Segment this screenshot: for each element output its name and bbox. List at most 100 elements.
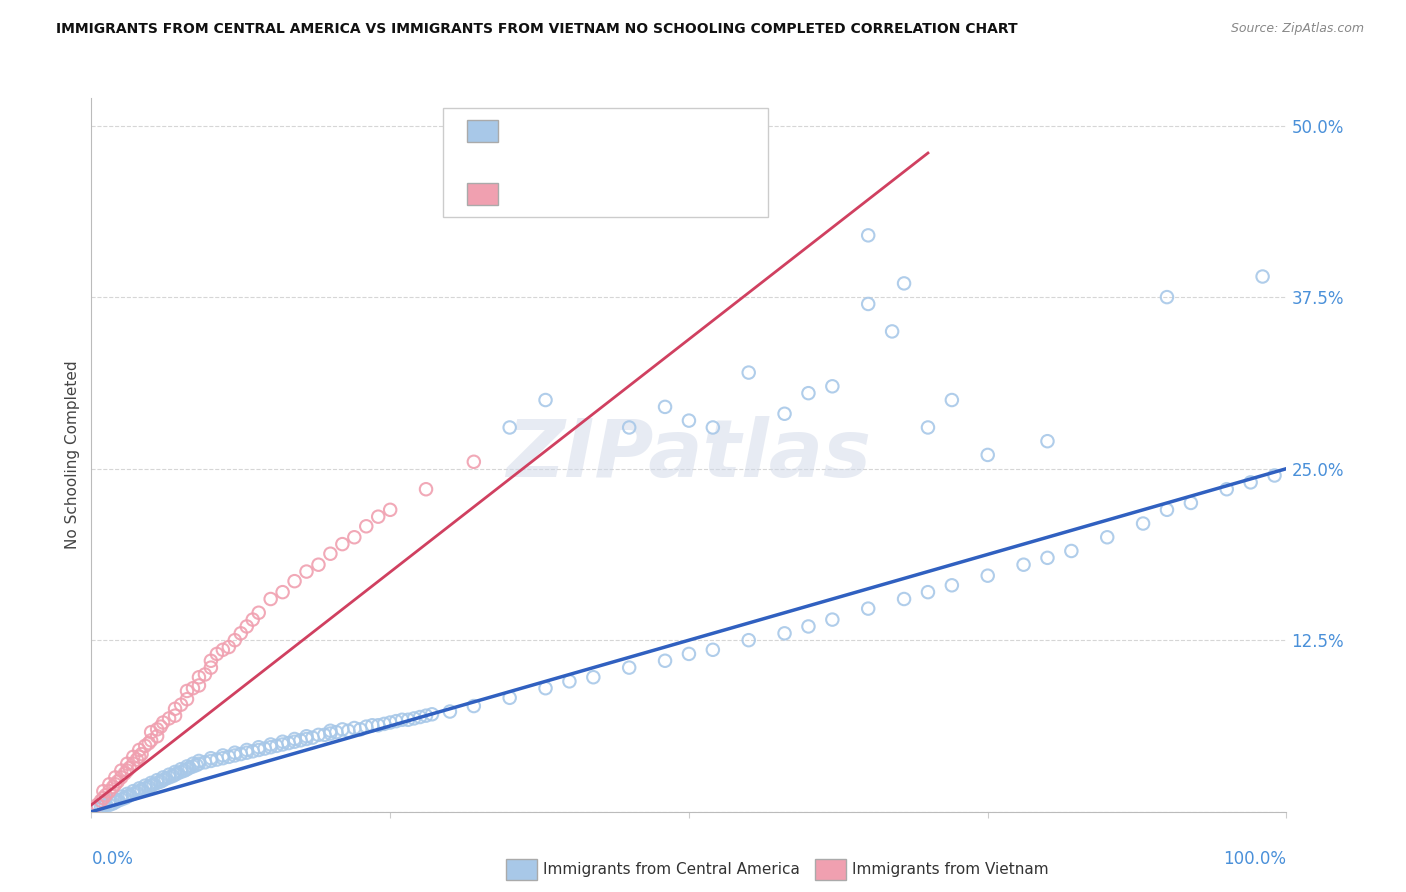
Point: [558, 674, 581, 689]
Point: [235, 619, 259, 633]
Point: [343, 530, 366, 544]
Point: [654, 400, 676, 414]
Point: [391, 713, 413, 727]
Point: [115, 764, 138, 778]
Text: 100.0%: 100.0%: [1223, 850, 1286, 868]
Y-axis label: No Schooling Completed: No Schooling Completed: [65, 360, 80, 549]
Point: [367, 509, 389, 524]
Point: [110, 771, 132, 785]
Point: [1060, 544, 1083, 558]
Point: [125, 753, 148, 767]
Point: [141, 733, 162, 747]
Point: [319, 547, 342, 561]
Point: [439, 705, 461, 719]
Point: [138, 736, 160, 750]
Point: [880, 325, 904, 339]
Point: [122, 784, 145, 798]
Point: [295, 565, 318, 579]
Point: [976, 448, 998, 462]
Point: [146, 773, 169, 788]
Point: [941, 578, 963, 592]
Text: 64: 64: [643, 185, 665, 203]
Text: 0.767: 0.767: [548, 185, 600, 203]
Point: [194, 667, 217, 681]
Point: [115, 787, 138, 801]
Point: [104, 771, 127, 785]
Point: [110, 789, 132, 804]
Point: [534, 681, 557, 696]
Point: [332, 537, 354, 551]
Point: [110, 792, 132, 806]
Point: [104, 777, 127, 791]
Point: [337, 723, 360, 738]
Point: [146, 729, 169, 743]
Point: [290, 733, 312, 747]
Point: [295, 729, 318, 743]
Point: [277, 736, 299, 750]
Point: [319, 726, 342, 740]
Point: [107, 794, 129, 808]
Point: [163, 767, 186, 781]
Point: [218, 749, 240, 764]
Point: [797, 386, 820, 401]
Text: IMMIGRANTS FROM CENTRAL AMERICA VS IMMIGRANTS FROM VIETNAM NO SCHOOLING COMPLETE: IMMIGRANTS FROM CENTRAL AMERICA VS IMMIG…: [56, 22, 1018, 37]
Point: [314, 728, 336, 742]
Point: [122, 787, 145, 801]
Point: [224, 633, 246, 648]
Point: [259, 740, 281, 755]
Point: [284, 731, 307, 746]
Point: [114, 791, 136, 805]
Point: [247, 743, 270, 757]
Point: [1097, 530, 1119, 544]
Point: [86, 802, 108, 816]
Point: [343, 721, 366, 735]
Point: [856, 601, 880, 615]
Point: [619, 660, 641, 674]
Point: [122, 756, 145, 771]
Point: [104, 795, 127, 809]
Point: [176, 759, 198, 773]
Point: [152, 773, 174, 788]
Point: [361, 718, 384, 732]
Point: [242, 613, 264, 627]
Point: [917, 420, 939, 434]
Point: [90, 794, 112, 808]
Point: [1156, 290, 1178, 304]
Point: [1251, 269, 1274, 284]
Point: [166, 766, 188, 780]
Point: [242, 744, 264, 758]
Point: [176, 692, 198, 706]
Point: [349, 723, 371, 737]
Point: [98, 794, 121, 808]
Point: [463, 699, 485, 714]
Point: [131, 747, 153, 761]
Point: [134, 739, 156, 753]
Point: [271, 738, 294, 752]
Point: [1036, 550, 1059, 565]
Point: [917, 585, 939, 599]
Point: [152, 715, 174, 730]
Point: [141, 776, 162, 790]
Text: 0.0%: 0.0%: [91, 850, 134, 868]
Point: [247, 740, 270, 755]
Point: [224, 748, 246, 763]
Point: [534, 392, 557, 407]
Point: [941, 392, 963, 407]
Point: [654, 654, 676, 668]
Point: [98, 797, 121, 812]
Point: [181, 756, 204, 771]
Point: [702, 642, 724, 657]
Point: [187, 756, 211, 771]
Point: [1012, 558, 1035, 572]
Point: [163, 764, 186, 779]
Point: [702, 420, 724, 434]
Point: [170, 698, 193, 712]
Point: [259, 738, 281, 752]
Point: [284, 735, 307, 749]
Point: [1240, 475, 1263, 490]
Point: [157, 767, 180, 781]
Point: [378, 503, 402, 517]
Point: [409, 710, 432, 724]
Point: [737, 633, 759, 648]
Point: [155, 772, 177, 786]
